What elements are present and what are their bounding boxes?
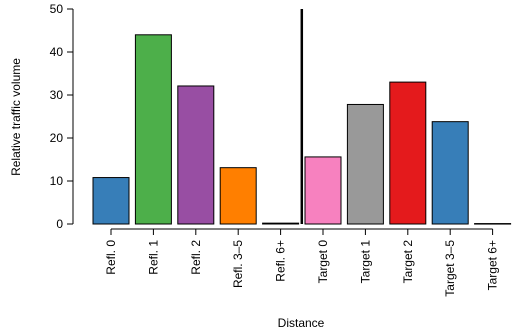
bar <box>219 167 257 225</box>
y-tick-label: 50 <box>50 2 64 16</box>
x-tick-label: Refl. 3–5 <box>231 240 245 288</box>
bar <box>431 121 469 225</box>
y-axis: 0 10 20 30 40 50 <box>50 2 74 231</box>
x-tick-label: Refl. 1 <box>146 240 160 275</box>
plot-area <box>92 9 512 225</box>
x-tick-label: Target 1 <box>358 240 372 284</box>
y-tick-label: 30 <box>50 88 64 102</box>
bar <box>304 156 342 225</box>
y-tick-label: 40 <box>50 45 64 59</box>
bar <box>346 103 384 225</box>
y-axis-title: Relative traffic volume <box>9 58 23 176</box>
x-tick-label: Target 0 <box>316 240 330 284</box>
x-tick-label: Target 3–5 <box>443 240 457 297</box>
x-tick-label: Refl. 0 <box>104 240 118 275</box>
bar <box>134 34 172 225</box>
x-axis-title: Distance <box>278 316 325 330</box>
y-tick-label: 20 <box>50 131 64 145</box>
y-tick-label: 0 <box>56 217 63 231</box>
y-tick-label: 10 <box>50 174 64 188</box>
bar <box>177 85 215 225</box>
x-tick-label: Target 6+ <box>486 240 500 290</box>
bar <box>92 177 130 225</box>
bar <box>474 223 512 225</box>
x-tick-label: Refl. 6+ <box>274 240 288 282</box>
bar <box>262 222 300 225</box>
x-tick-label: Target 2 <box>401 240 415 284</box>
bar <box>389 81 427 225</box>
x-axis: Refl. 0 Refl. 1 Refl. 2 Refl. 3–5 Refl. 6+ Ta… <box>104 228 500 297</box>
x-tick-label: Refl. 2 <box>189 240 203 275</box>
